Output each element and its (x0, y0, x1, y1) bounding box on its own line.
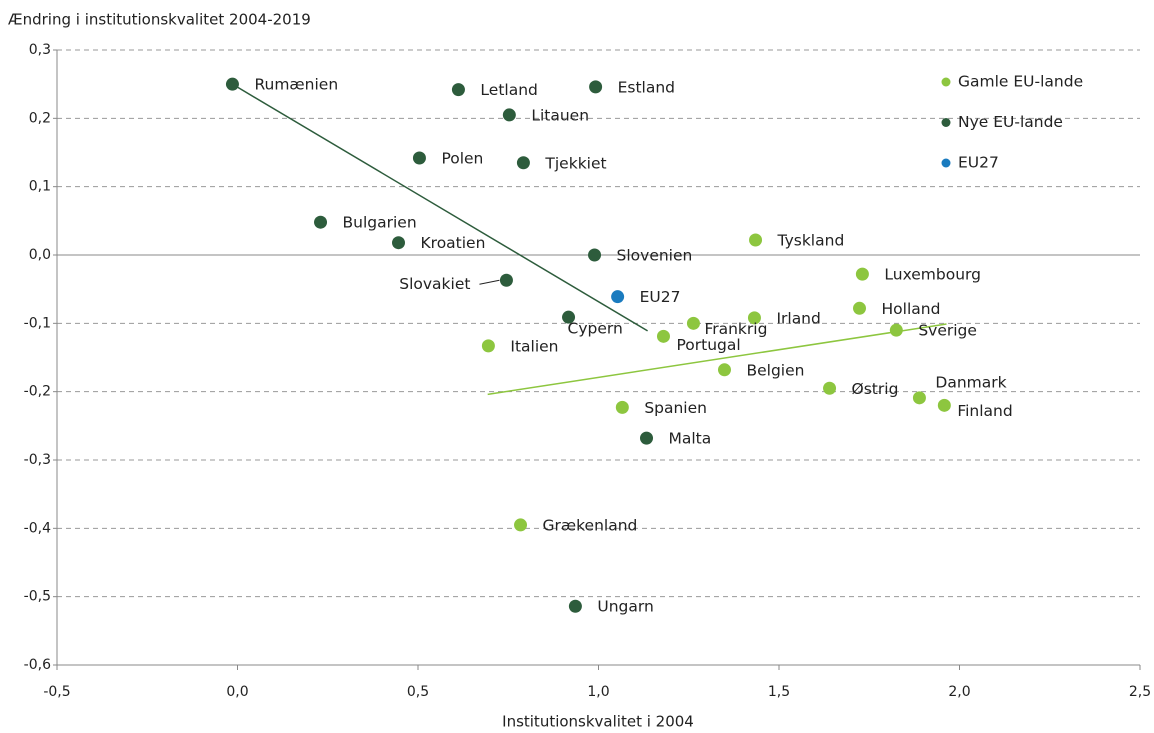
point-label: Bulgarien (343, 214, 417, 232)
point-label: Estland (618, 78, 675, 96)
y-tick-label: 0,2 (29, 110, 51, 126)
point (717, 363, 731, 377)
trendline (232, 83, 648, 332)
y-tick-label: -0,5 (24, 589, 51, 605)
point-label: Finland (957, 402, 1012, 420)
point (481, 339, 495, 353)
point-label: Tjekkiet (544, 154, 606, 172)
point (502, 108, 516, 122)
point-label: Danmark (935, 373, 1006, 391)
point (686, 316, 700, 330)
y-tick-label: 0,0 (29, 247, 51, 263)
point-label: Grækenland (543, 516, 638, 534)
point (855, 267, 869, 281)
point-label: Polen (441, 149, 483, 167)
point-label: Spanien (644, 399, 707, 417)
point (589, 80, 603, 94)
legend-marker (941, 158, 951, 168)
point-label: Italien (510, 337, 558, 355)
point-label: Slovakiet (399, 275, 470, 293)
point-label: Letland (480, 81, 537, 99)
point (225, 77, 239, 91)
point (392, 236, 406, 250)
x-tick-label: 0,0 (226, 684, 248, 700)
point-label: Holland (882, 300, 941, 318)
point (889, 323, 903, 337)
point (516, 156, 530, 170)
y-tick-label: -0,1 (24, 315, 51, 331)
point (568, 599, 582, 613)
leader-line (479, 279, 500, 285)
point (853, 301, 867, 315)
legend-label: Gamle EU-lande (958, 73, 1083, 91)
y-tick-label: 0,1 (29, 179, 51, 195)
y-tick-label: -0,3 (24, 452, 51, 468)
point (615, 400, 629, 414)
point-label: Slovenien (617, 247, 693, 265)
legend-label: EU27 (958, 154, 999, 172)
point (499, 273, 513, 287)
point-label: Irland (776, 309, 820, 327)
chart-title: Ændring i institutionskvalitet 2004-2019 (8, 11, 311, 29)
point (937, 398, 951, 412)
y-tick-label: -0,6 (24, 657, 51, 673)
point (451, 83, 465, 97)
x-axis-label: Institutionskvalitet i 2004 (502, 713, 694, 731)
point (412, 151, 426, 165)
point-label: Ungarn (597, 598, 653, 616)
y-tick-label: -0,4 (24, 520, 51, 536)
point (611, 290, 625, 304)
point-label: Kroatien (421, 234, 486, 252)
point-label: Frankrig (704, 320, 767, 338)
point (656, 329, 670, 343)
y-tick-label: 0,3 (29, 42, 51, 58)
x-tick-label: -0,5 (43, 684, 70, 700)
trendline (487, 323, 947, 396)
point-label: Østrig (852, 380, 899, 398)
point-label: Cypern (568, 320, 623, 338)
legend-label: Nye EU-lande (958, 113, 1063, 131)
x-tick-label: 1,0 (587, 684, 609, 700)
x-tick-label: 2,5 (1129, 684, 1151, 700)
point-label: Belgien (746, 361, 804, 379)
point (823, 381, 837, 395)
point (747, 311, 761, 325)
x-tick-label: 0,5 (407, 684, 429, 700)
point-label: EU27 (640, 288, 681, 306)
point (640, 431, 654, 445)
point-label: Luxembourg (884, 266, 981, 284)
y-tick-label: -0,2 (24, 384, 51, 400)
point (314, 215, 328, 229)
point (514, 518, 528, 532)
point-label: Malta (669, 430, 712, 448)
point (562, 310, 576, 324)
point-label: Tyskland (777, 231, 845, 249)
legend-marker (941, 118, 951, 127)
point-label: Portugal (676, 336, 740, 354)
point (749, 233, 763, 247)
point (588, 248, 602, 262)
point-label: Rumænien (254, 76, 338, 94)
legend-marker (941, 77, 951, 87)
x-tick-label: 1,5 (768, 684, 790, 700)
point-label: Sverige (918, 322, 977, 340)
point (912, 391, 926, 405)
point-label: Litauen (531, 106, 589, 124)
x-tick-label: 2,0 (948, 684, 970, 700)
